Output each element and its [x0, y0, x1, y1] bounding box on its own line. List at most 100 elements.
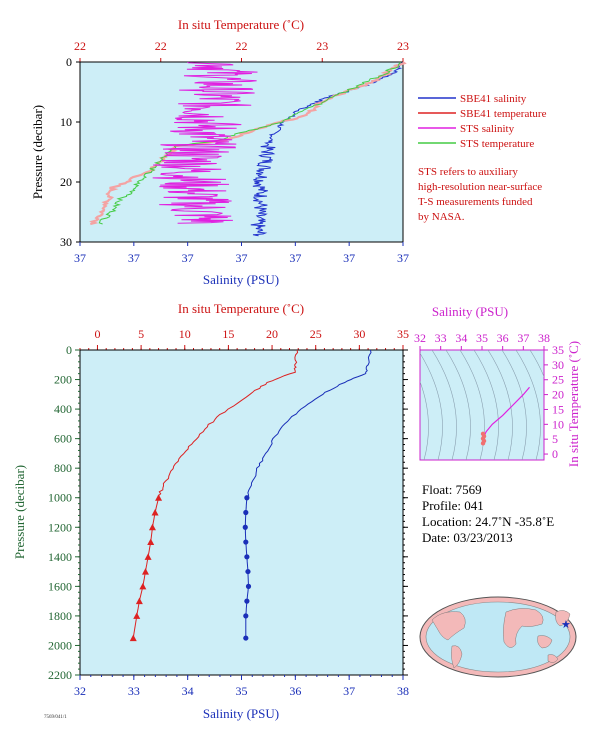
sts-note: STS refers to auxiliary high-resolution n…	[418, 166, 542, 223]
ts-right-tick-label: 35	[552, 343, 564, 357]
ts-top-tick-label: 38	[538, 331, 550, 345]
profile-number: Profile: 041	[422, 498, 484, 513]
surface-top-tick-labels: 22 22 22 23 23	[74, 39, 409, 62]
profile-plot-area	[79, 349, 404, 676]
ts-right-tick-label: 0	[552, 447, 558, 461]
profile-y-tick-label: 0	[66, 343, 72, 357]
profile-y-tick-label: 1600	[48, 579, 72, 593]
float-location: Location: 24.7˚N -35.8˚E	[422, 514, 554, 529]
surface-bottom-tick-label: 37	[236, 251, 248, 265]
surface-panel: In situ Temperature (˚C) 22 22 22 23 23 0 10 2…	[30, 17, 547, 287]
surface-y-axis-title: Pressure (decibar)	[30, 105, 45, 199]
salinity-marker	[243, 509, 249, 516]
profile-y-tick-label: 2000	[48, 638, 72, 652]
profile-bottom-tick-label: 32	[74, 684, 86, 698]
sts-note-line: STS refers to auxiliary	[418, 166, 518, 178]
surface-top-axis-title: In situ Temperature (˚C)	[178, 17, 304, 32]
ts-top-tick-label: 35	[476, 331, 488, 345]
temperature-marker	[144, 553, 152, 560]
profile-top-tick-label: 0	[94, 327, 100, 341]
ts-top-tick-label: 34	[455, 331, 467, 345]
surface-top-tick-label: 23	[316, 39, 328, 53]
surface-y-tick-labels: 0 10 20 30	[60, 55, 80, 249]
surface-bottom-tick-labels: 37 37 37 37 37 37 37	[74, 242, 409, 265]
profile-top-tick-label: 20	[266, 327, 278, 341]
sts-note-line: by NASA.	[418, 211, 465, 223]
ts-top-tick-labels: 32 33 34 35 36 37 38	[414, 331, 550, 350]
profile-top-tick-label: 35	[397, 327, 409, 341]
ts-density-contour	[445, 350, 471, 460]
surface-y-tick-label: 10	[60, 115, 72, 129]
salinity-marker	[245, 583, 252, 589]
ts-density-contour	[487, 350, 513, 460]
temperature-marker	[133, 612, 141, 619]
temperature-marker	[155, 494, 163, 501]
profile-top-tick-label: 30	[353, 327, 365, 341]
salinity-marker	[244, 598, 250, 604]
profile-bottom-tick-labels: 32 33 34 35 36 37 38	[74, 675, 409, 698]
ts-density-contour	[529, 350, 544, 378]
temperature-profile-line	[132, 349, 299, 639]
temperature-marker	[148, 523, 156, 531]
float-id: Float: 7569	[422, 482, 482, 497]
surface-top-tick-label: 22	[236, 39, 248, 53]
profile-panel: In situ Temperature (˚C) 0 5 10 15 20 25 30 35 …	[12, 301, 409, 721]
temperature-marker	[141, 568, 149, 575]
surface-y-tick-label: 20	[60, 175, 72, 189]
profile-bottom-tick-label: 35	[236, 684, 248, 698]
profile-y-axis-title: Pressure (decibar)	[12, 465, 27, 559]
surface-series	[89, 61, 407, 237]
profile-y-tick-label: 1200	[48, 520, 72, 534]
surface-legend-label: STS salinity	[460, 123, 515, 135]
ts-series	[480, 386, 530, 446]
surface-y-tick-label: 30	[60, 235, 72, 249]
salinity-profile-line	[244, 349, 372, 639]
ts-diagram-panel: Salinity (PSU) 32 33 34 35 36 37 38 0510152025…	[414, 304, 581, 467]
surface-y-tick-label: 0	[66, 55, 72, 69]
temperature-marker	[151, 509, 159, 516]
profile-bottom-tick-label: 34	[182, 684, 194, 698]
ts-density-contours	[420, 350, 544, 460]
surface-top-tick-label: 22	[155, 39, 167, 53]
ts-top-axis-title: Salinity (PSU)	[432, 304, 508, 319]
surface-legend-label: SBE41 temperature	[460, 108, 547, 120]
ts-top-tick-label: 37	[517, 331, 529, 345]
profile-top-tick-labels: 0 5 10 15 20 25 30 35	[79, 327, 409, 350]
ts-density-contour	[459, 350, 485, 460]
profile-bottom-tick-label: 36	[289, 684, 301, 698]
float-position-star-icon: ★	[561, 619, 571, 631]
surface-legend: SBE41 salinity SBE41 temperature STS salin…	[418, 93, 547, 150]
profile-top-tick-label: 25	[310, 327, 322, 341]
profile-y-tick-label: 200	[54, 373, 72, 387]
ts-point	[480, 431, 486, 437]
salinity-marker	[245, 568, 251, 575]
profile-bottom-tick-label: 33	[128, 684, 140, 698]
world-map: ★	[419, 596, 577, 678]
surface-legend-label: STS temperature	[460, 138, 534, 150]
profile-top-tick-label: 15	[222, 327, 234, 341]
ts-density-contour	[420, 352, 443, 460]
sts-note-line: T-S measurements funded	[418, 196, 533, 208]
salinity-marker	[244, 495, 250, 501]
surface-top-tick-label: 23	[397, 39, 409, 53]
profile-y-tick-label: 2200	[48, 668, 72, 682]
surface-top-tick-label: 22	[74, 39, 86, 53]
ts-right-tick-label: 25	[552, 373, 564, 387]
surface-bottom-tick-label: 37	[128, 251, 140, 265]
profile-y-tick-labels: 0 200 400 600 800 1000 1200 1400 1600 1800 2000 220…	[48, 343, 408, 682]
ts-right-tick-label: 15	[552, 402, 564, 416]
ts-top-tick-label: 36	[497, 331, 509, 345]
ts-density-contour	[473, 350, 499, 460]
profile-top-tick-label: 10	[179, 327, 191, 341]
temperature-marker	[139, 582, 147, 590]
sts-note-line: high-resolution near-surface	[418, 181, 542, 193]
surface-series-line	[98, 61, 401, 225]
ts-right-tick-label: 10	[552, 417, 564, 431]
map-continents	[431, 608, 571, 669]
profile-top-axis-title: In situ Temperature (˚C)	[178, 301, 304, 316]
ts-density-contour	[515, 350, 541, 460]
ts-density-contour	[420, 380, 429, 460]
surface-bottom-axis-title: Salinity (PSU)	[203, 272, 279, 287]
